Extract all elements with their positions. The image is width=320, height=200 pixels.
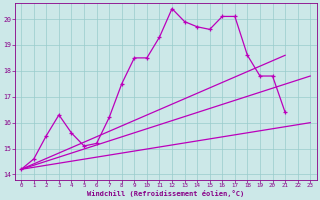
X-axis label: Windchill (Refroidissement éolien,°C): Windchill (Refroidissement éolien,°C) <box>87 190 244 197</box>
